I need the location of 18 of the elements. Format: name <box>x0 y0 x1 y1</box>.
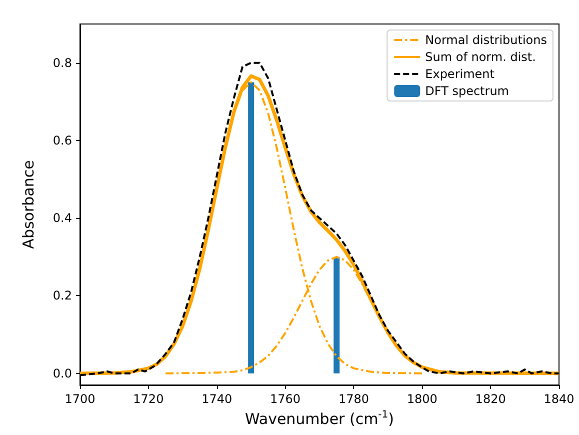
legend-label: Sum of norm. dist. <box>425 50 536 64</box>
y-axis-title: Absorbance <box>20 160 38 249</box>
y-tick-label: 0.8 <box>52 56 72 70</box>
x-tick-label: 1760 <box>270 392 301 406</box>
x-tick-label: 1800 <box>406 392 438 406</box>
y-tick-label: 0.6 <box>52 133 72 148</box>
legend-label: Normal distributions <box>425 33 548 47</box>
x-tick-label: 1780 <box>338 392 369 406</box>
y-tick-label: 0.2 <box>52 288 72 303</box>
x-tick-label: 1740 <box>202 392 232 406</box>
legend-label: Experiment <box>425 67 495 81</box>
x-tick-label: 1840 <box>544 392 574 406</box>
x-tick-label: 1700 <box>64 392 96 406</box>
x-tick-label: 1720 <box>133 392 164 406</box>
legend-label: DFT spectrum <box>425 84 509 98</box>
x-tick-label: 1820 <box>475 392 506 406</box>
y-tick-label: 0.0 <box>52 366 72 380</box>
y-tick-label: 0.4 <box>52 211 72 226</box>
